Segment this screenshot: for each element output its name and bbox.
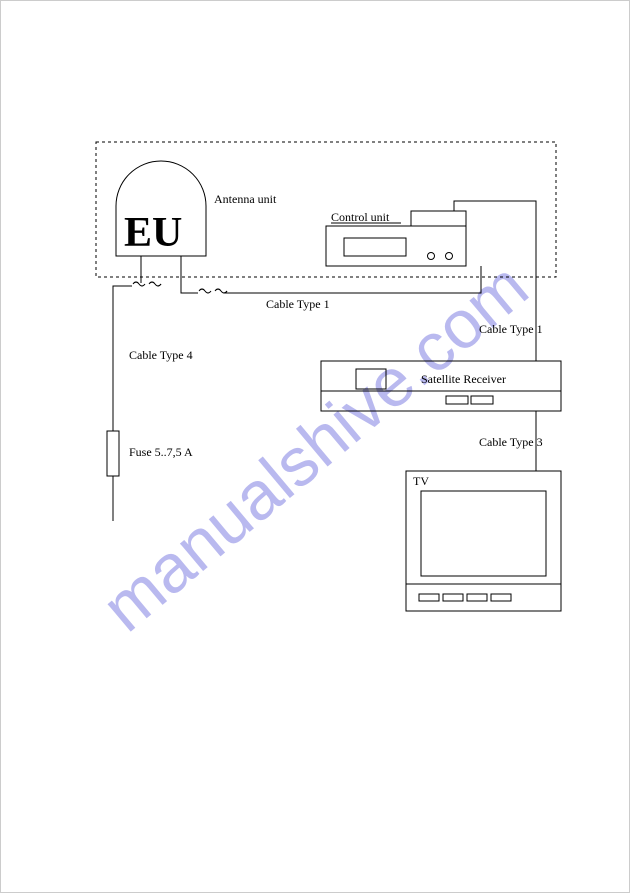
- receiver-slot-2: [471, 396, 493, 404]
- tv-btn-1: [419, 594, 439, 601]
- control-unit-knob-1: [428, 253, 435, 260]
- cable-type4: [113, 256, 141, 521]
- tv-box: [406, 471, 561, 611]
- tv-btn-3: [467, 594, 487, 601]
- page: manualshive.com EU Antenna unit Control …: [0, 0, 630, 893]
- control-unit-display: [344, 238, 406, 256]
- cable-type3-label: Cable Type 3: [479, 435, 543, 449]
- tv-btn-2: [443, 594, 463, 601]
- antenna-label-big: EU: [124, 210, 182, 256]
- cable-type4-label: Cable Type 4: [129, 348, 193, 362]
- tv-label: TV: [413, 474, 429, 488]
- control-unit-knob-2: [446, 253, 453, 260]
- diagram-svg: EU Antenna unit Control unit Satellite R…: [1, 1, 630, 894]
- break-gap-1: [132, 283, 158, 289]
- control-unit-tab: [411, 211, 466, 226]
- receiver-panel: [356, 369, 386, 389]
- fuse-label: Fuse 5..7,5 A: [129, 445, 193, 459]
- control-unit-label: Control unit: [331, 210, 390, 224]
- cable-type1-h-label: Cable Type 1: [266, 297, 330, 311]
- tv-screen: [421, 491, 546, 576]
- tv-btn-4: [491, 594, 511, 601]
- control-unit-box: [326, 226, 466, 266]
- cable-type1-v-label: Cable Type 1: [479, 322, 543, 336]
- receiver-slot-1: [446, 396, 468, 404]
- break-gap-2: [198, 290, 224, 296]
- receiver-label: Satellite Receiver: [421, 372, 506, 386]
- antenna-label-side: Antenna unit: [214, 192, 277, 206]
- cable-type1-horizontal: [181, 256, 481, 293]
- fuse-rect: [107, 431, 119, 476]
